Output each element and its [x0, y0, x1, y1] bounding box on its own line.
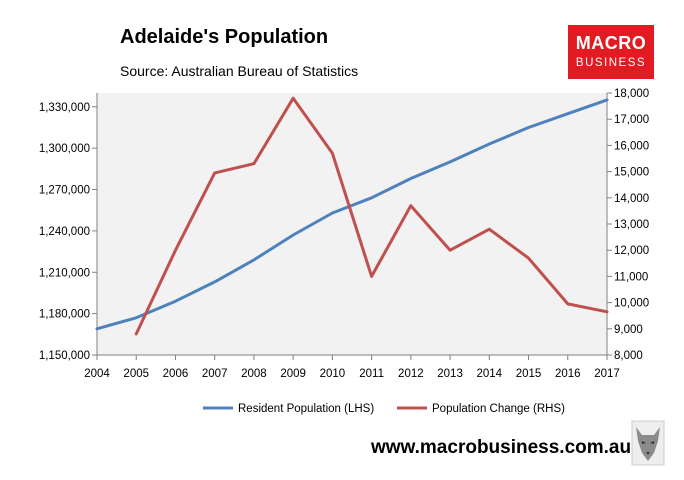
x-tick-label: 2016: [555, 368, 581, 380]
right-tick-label: 14,000: [614, 193, 649, 205]
x-tick-label: 2010: [320, 368, 346, 380]
x-tick-label: 2005: [123, 368, 149, 380]
series-line-population-change: [134, 96, 609, 336]
left-tick-label: 1,330,000: [39, 102, 90, 114]
right-tick-label: 9,000: [614, 324, 643, 336]
series-layer: [95, 96, 609, 336]
left-tick-label: 1,210,000: [39, 267, 90, 279]
plot-area: [97, 93, 607, 355]
website-url: www.macrobusiness.com.au: [371, 437, 632, 458]
left-tick-label: 1,270,000: [39, 185, 90, 197]
x-tick-label: 2015: [516, 368, 542, 380]
left-tick-label: 1,180,000: [39, 309, 90, 321]
legend-label: Population Change (RHS): [432, 403, 565, 415]
wolf-logo-icon: [631, 420, 665, 466]
x-tick-label: 2009: [280, 368, 306, 380]
right-tick-label: 17,000: [614, 114, 649, 126]
right-tick-label: 15,000: [614, 167, 649, 179]
series-line-resident-population: [95, 98, 609, 331]
x-tick-label: 2017: [594, 368, 620, 380]
x-tick-label: 2012: [398, 368, 424, 380]
legend-label: Resident Population (LHS): [238, 403, 374, 415]
axes: 1,150,000 1,180,000 1,210,000 1,240,000 1,27…: [39, 88, 649, 380]
chart-subtitle: Source: Australian Bureau of Statistics: [120, 63, 359, 79]
x-tick-label: 2011: [359, 368, 384, 380]
left-tick-label: 1,150,000: [39, 350, 90, 362]
left-tick-label: 1,240,000: [39, 226, 90, 238]
x-tick-label: 2014: [477, 368, 503, 380]
legend: Resident Population (LHS) Population Chan…: [203, 403, 565, 415]
x-tick-label: 2013: [437, 368, 463, 380]
logo-line-2: BUSINESS: [575, 57, 647, 69]
chart-title: Adelaide's Population: [120, 26, 329, 48]
right-tick-label: 12,000: [614, 245, 649, 257]
right-tick-label: 10,000: [614, 298, 649, 310]
x-tick-label: 2004: [84, 368, 110, 380]
right-tick-label: 13,000: [614, 219, 649, 231]
x-tick-label: 2008: [241, 368, 267, 380]
left-tick-label: 1,300,000: [39, 143, 90, 155]
x-tick-label: 2007: [202, 368, 228, 380]
right-tick-label: 16,000: [614, 140, 649, 152]
right-tick-label: 8,000: [614, 350, 643, 362]
right-tick-label: 18,000: [614, 88, 649, 100]
right-tick-label: 11,000: [614, 271, 648, 283]
macrobusiness-logo: MACRO BUSINESS: [568, 25, 654, 79]
logo-line-1: MACRO: [575, 33, 647, 53]
x-tick-label: 2006: [163, 368, 189, 380]
